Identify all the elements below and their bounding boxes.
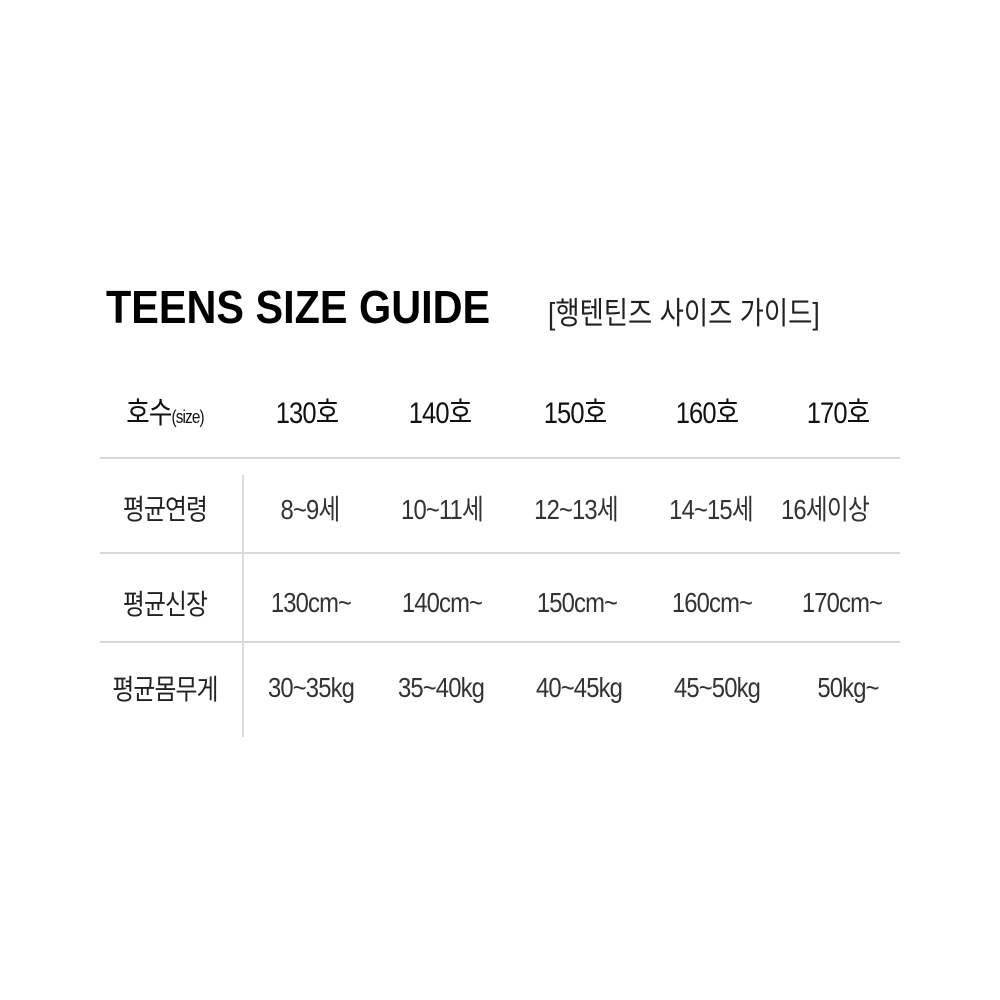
table-cell: 50kg~ bbox=[817, 672, 879, 703]
page-subtitle: [행텐틴즈 사이즈 가이드] bbox=[548, 296, 820, 331]
table-cell: 8~9세 bbox=[280, 494, 341, 525]
table-cell: 14~15세 bbox=[669, 494, 753, 525]
table-cell: 140cm~ bbox=[401, 587, 483, 618]
table-cell: 35~40kg bbox=[397, 672, 485, 703]
table-cell: 150cm~ bbox=[536, 587, 618, 618]
size-header: 160호 bbox=[675, 397, 739, 430]
table-cell: 30~35kg bbox=[267, 672, 355, 703]
header-label-suffix: (size) bbox=[171, 407, 204, 427]
header-label: 호수(size) bbox=[126, 388, 204, 432]
table-cell: 45~50kg bbox=[673, 672, 761, 703]
row-label-age: 평균연령 bbox=[122, 494, 208, 525]
column-divider bbox=[242, 475, 244, 737]
size-header: 140호 bbox=[408, 397, 472, 430]
size-header: 130호 bbox=[275, 397, 339, 430]
size-header: 170호 bbox=[806, 397, 870, 430]
row-label-weight: 평균몸무게 bbox=[112, 674, 218, 705]
header-label-text: 호수 bbox=[126, 397, 172, 430]
table-cell: 10~11세 bbox=[401, 494, 484, 525]
table-cell: 170cm~ bbox=[801, 587, 883, 618]
table-cell: 16세이상 bbox=[781, 494, 870, 525]
row-label-height: 평균신장 bbox=[122, 589, 208, 620]
table-cell: 12~13세 bbox=[534, 494, 618, 525]
row-divider bbox=[100, 641, 900, 643]
page-title: TEENS SIZE GUIDE bbox=[106, 281, 491, 333]
table-cell: 160cm~ bbox=[671, 587, 753, 618]
row-divider bbox=[100, 552, 900, 554]
table-cell: 40~45kg bbox=[535, 672, 623, 703]
row-divider bbox=[100, 457, 900, 459]
table-cell: 130cm~ bbox=[270, 587, 352, 618]
size-header: 150호 bbox=[543, 397, 607, 430]
